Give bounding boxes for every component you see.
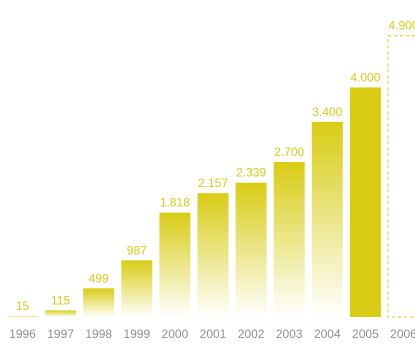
bar-2005 — [349, 87, 381, 318]
value-label-2001: 2.157 — [198, 176, 228, 190]
x-tick-label-1998: 1998 — [85, 327, 112, 341]
x-tick-label-1999: 1999 — [123, 327, 150, 341]
value-label-1996: 15 — [16, 299, 30, 313]
x-tick-label-1997: 1997 — [47, 327, 74, 341]
x-tick-label-2006: 2006 — [390, 327, 415, 341]
bar-1999 — [121, 260, 153, 317]
x-tick-label-2003: 2003 — [276, 327, 303, 341]
value-label-2002: 2.339 — [236, 166, 266, 180]
bar-1996 — [7, 316, 38, 317]
bar-2001 — [197, 193, 229, 317]
bar-1997 — [45, 310, 77, 317]
x-tick-label-2001: 2001 — [200, 327, 227, 341]
value-label-2000: 1.818 — [160, 196, 190, 210]
x-tick-label-1996: 1996 — [9, 327, 36, 341]
bar-2003 — [273, 162, 305, 317]
x-tick-label-2004: 2004 — [314, 327, 341, 341]
value-label-2006: 4.900 — [388, 19, 415, 33]
x-tick-label-2000: 2000 — [162, 327, 189, 341]
value-label-1998: 499 — [89, 271, 109, 285]
x-tick-label-2005: 2005 — [352, 327, 379, 341]
value-label-1999: 987 — [127, 243, 147, 257]
bar-2006 — [387, 35, 415, 318]
value-label-2003: 2.700 — [274, 145, 304, 159]
bar-2000 — [159, 212, 191, 317]
bar-2002 — [235, 182, 267, 317]
value-label-1997: 115 — [51, 293, 70, 307]
bar-1998 — [83, 288, 115, 317]
x-tick-label-2002: 2002 — [238, 327, 265, 341]
value-label-2004: 3.400 — [312, 105, 342, 119]
value-label-2005: 4.000 — [350, 70, 380, 84]
bar-2004 — [311, 121, 343, 317]
